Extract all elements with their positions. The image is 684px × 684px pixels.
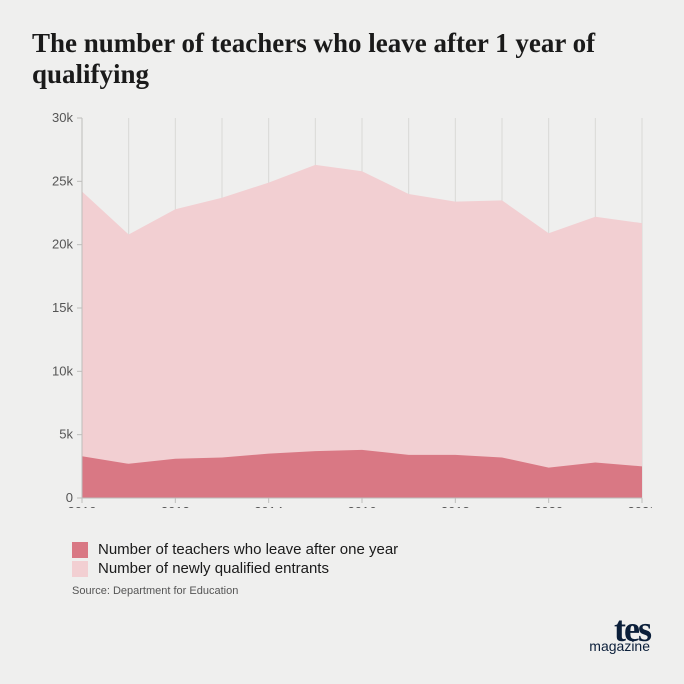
publisher-logo: tes magazine — [589, 617, 650, 652]
chart-title: The number of teachers who leave after 1… — [32, 28, 652, 90]
y-tick-label: 0 — [66, 490, 73, 505]
x-tick-label: 2018 — [441, 504, 470, 508]
y-tick-label: 25k — [52, 173, 73, 188]
y-tick-label: 5k — [59, 427, 73, 442]
area-entrants — [82, 165, 642, 498]
x-tick-label: 2012 — [161, 504, 190, 508]
legend-swatch — [72, 561, 88, 577]
x-tick-label: 2014 — [254, 504, 283, 508]
x-tick-label: 2016 — [348, 504, 377, 508]
legend: Number of teachers who leave after one y… — [32, 541, 652, 577]
area-chart-svg: 0 5k 10k 15k 20k 25k 30k 2010 2012 2014 2016 2018 20… — [32, 108, 652, 508]
legend-swatch — [72, 542, 88, 558]
source-text: Source: Department for Education — [72, 585, 652, 597]
x-tick-label: 2020 — [534, 504, 563, 508]
legend-label: Number of teachers who leave after one y… — [98, 541, 398, 558]
y-tick-label: 30k — [52, 110, 73, 125]
y-tick-label: 15k — [52, 300, 73, 315]
logo-sub: magazine — [589, 642, 650, 652]
x-tick-label: 2022 — [628, 504, 652, 508]
legend-label: Number of newly qualified entrants — [98, 560, 329, 577]
chart-area: 0 5k 10k 15k 20k 25k 30k 2010 2012 2014 2016 2018 20… — [32, 108, 652, 513]
y-tick-label: 10k — [52, 363, 73, 378]
y-tick-label: 20k — [52, 237, 73, 252]
x-tick-label: 2010 — [68, 504, 97, 508]
legend-item-leavers: Number of teachers who leave after one y… — [32, 541, 652, 558]
legend-item-entrants: Number of newly qualified entrants — [32, 560, 652, 577]
